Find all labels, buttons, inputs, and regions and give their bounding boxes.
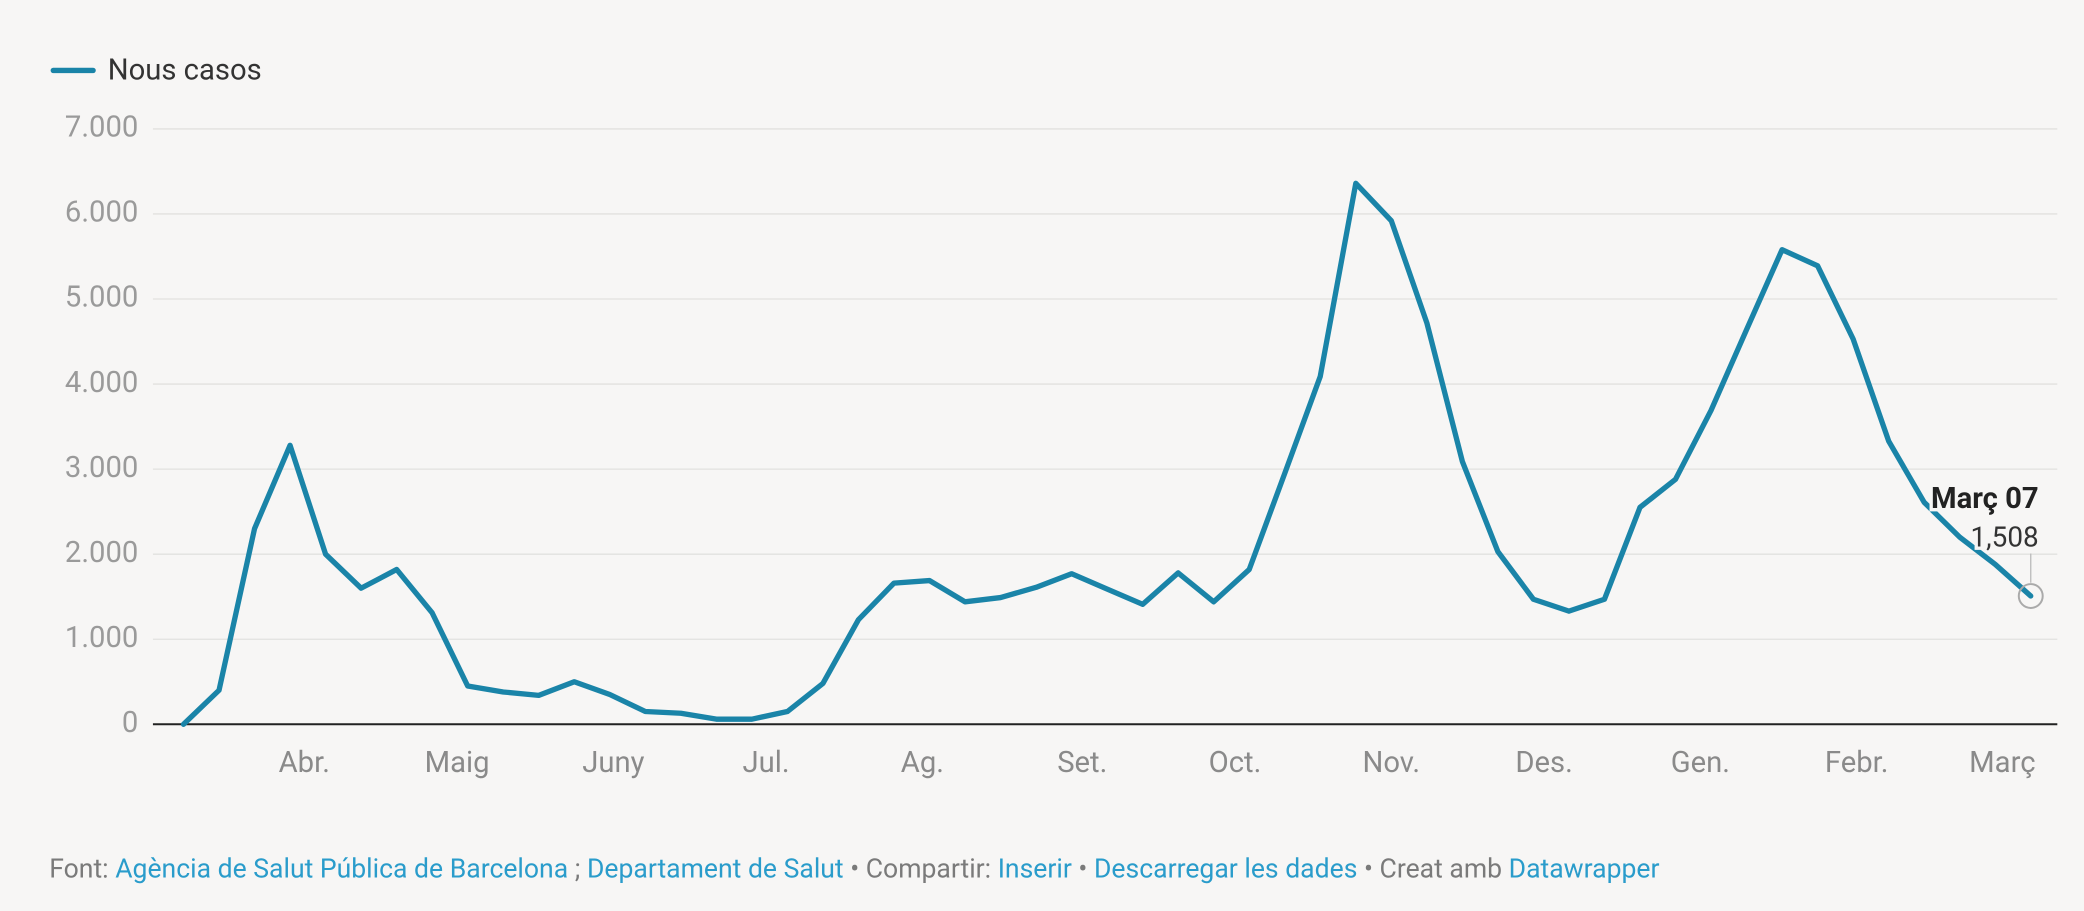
legend-label: Nous casos bbox=[108, 53, 262, 87]
x-tick-label: Des. bbox=[1515, 746, 1572, 780]
footer-text: Font: bbox=[49, 853, 115, 884]
y-tick-label: 2.000 bbox=[65, 536, 138, 570]
y-tick-label: 3.000 bbox=[65, 451, 138, 485]
x-tick-label: Set. bbox=[1057, 746, 1107, 780]
y-tick-label: 7.000 bbox=[65, 111, 138, 145]
footer-text: • Compartir: bbox=[844, 853, 998, 884]
footer-link[interactable]: Agència de Salut Pública de Barcelona bbox=[115, 853, 568, 884]
line bbox=[180, 180, 2034, 727]
y-tick-label: 6.000 bbox=[65, 196, 138, 230]
y-tick-label: 1.000 bbox=[65, 621, 138, 655]
x-tick-label: Abr. bbox=[279, 746, 330, 780]
footer-link[interactable]: Descarregar les dades bbox=[1094, 853, 1357, 884]
x-tick-label: Oct. bbox=[1209, 746, 1262, 780]
x-tick-label: Nov. bbox=[1362, 746, 1420, 780]
y-tick-label: 0 bbox=[122, 706, 138, 740]
y-tick-label: 5.000 bbox=[65, 281, 138, 315]
x-tick-label: Ag. bbox=[901, 746, 944, 780]
value-label: 1,508 bbox=[1971, 520, 2039, 553]
footer-text: • bbox=[1072, 853, 1094, 884]
footer-link[interactable]: Inserir bbox=[998, 853, 1072, 884]
annotation-title: Març 07 bbox=[1931, 482, 2039, 516]
x-tick-label: Febr. bbox=[1825, 746, 1889, 780]
footer-text: • Creat amb bbox=[1357, 853, 1508, 884]
highlight-point bbox=[2017, 583, 2044, 609]
footer-text: ; bbox=[568, 853, 587, 884]
footer-link[interactable]: Datawrapper bbox=[1509, 853, 1660, 884]
x-tick-label: Maig bbox=[425, 746, 490, 780]
y-tick-label: 4.000 bbox=[65, 366, 138, 400]
footer-link[interactable]: Departament de Salut bbox=[587, 853, 844, 884]
x-tick-label: Jul. bbox=[743, 746, 790, 780]
x-tick-label: Juny bbox=[582, 746, 644, 780]
footer: Font: Agència de Salut Pública de Barcel… bbox=[49, 853, 1659, 884]
x-tick-label: Març bbox=[1969, 746, 2035, 780]
x-tick-label: Gen. bbox=[1671, 746, 1730, 780]
